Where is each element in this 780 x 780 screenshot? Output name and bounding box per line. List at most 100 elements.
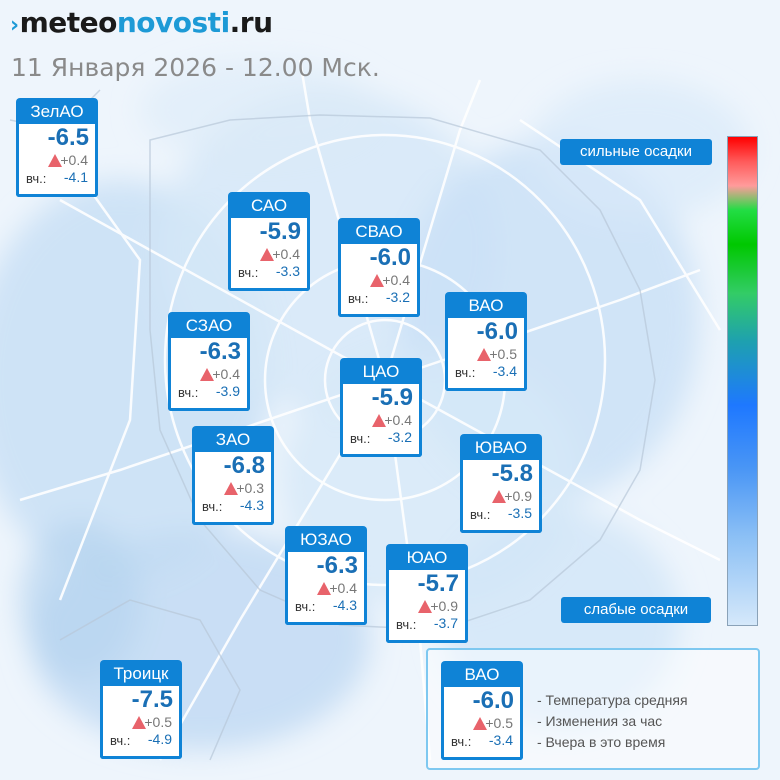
yesterday-temperature: -3.4 (492, 363, 517, 379)
rise-triangle-icon (370, 274, 384, 287)
district-card-yuao: ЮАО -5.7 +0.9 вч.: -3.7 (386, 544, 468, 643)
hourly-change: +0.3 (236, 480, 264, 496)
district-card-sao: САО -5.9 +0.4 вч.: -3.3 (228, 192, 310, 291)
yesterday-temperature: -3.4 (488, 732, 513, 748)
scale-label-light: слабые осадки (561, 597, 711, 623)
scale-label-heavy: сильные осадки (560, 139, 712, 165)
page-subtitle-datetime: 11 Января 2026 - 12.00 Мск. (11, 53, 380, 82)
yesterday-temperature: -4.9 (147, 731, 172, 747)
yesterday-label: вч.: (348, 291, 369, 306)
district-name: ЮВАО (460, 434, 542, 462)
hourly-change: +0.4 (384, 412, 412, 428)
rise-triangle-icon (473, 717, 487, 730)
average-temperature: -6.3 (316, 552, 358, 579)
district-card-troitsk: Троицк -7.5 +0.5 вч.: -4.9 (100, 660, 182, 759)
average-temperature: -6.0 (369, 244, 411, 271)
yesterday-temperature: -3.5 (507, 505, 532, 521)
rise-triangle-icon (200, 368, 214, 381)
district-card-body: -6.5 +0.4 вч.: -4.1 (16, 124, 98, 197)
district-name: ЗелАО (16, 98, 98, 126)
yesterday-label: вч.: (238, 265, 259, 280)
yesterday-temperature: -3.2 (387, 429, 412, 445)
average-temperature: -5.8 (491, 460, 533, 487)
hourly-change: +0.4 (329, 580, 357, 596)
district-card-szao: СЗАО -6.3 +0.4 вч.: -3.9 (168, 312, 250, 411)
yesterday-label: вч.: (110, 733, 131, 748)
yesterday-label: вч.: (455, 365, 476, 380)
average-temperature: -6.0 (476, 318, 518, 345)
hourly-change: +0.4 (60, 152, 88, 168)
rise-triangle-icon (260, 248, 274, 261)
yesterday-label: вч.: (470, 507, 491, 522)
district-card-body: -6.0 +0.5 вч.: -3.4 (445, 318, 527, 391)
average-temperature: -6.0 (472, 687, 514, 714)
legend-sample-card: ВАО -6.0 +0.5 вч.: -3.4 (441, 661, 523, 760)
logo-chevron-icon: › (10, 13, 19, 38)
district-card-zelao: ЗелАО -6.5 +0.4 вч.: -4.1 (16, 98, 98, 197)
yesterday-temperature: -3.3 (275, 263, 300, 279)
yesterday-label: вч.: (396, 617, 417, 632)
district-name: ЮАО (386, 544, 468, 572)
site-logo[interactable]: ›meteonovosti.ru (10, 6, 273, 39)
district-card-body: -6.3 +0.4 вч.: -3.9 (168, 338, 250, 411)
hourly-change: +0.4 (212, 366, 240, 382)
yesterday-temperature: -3.7 (433, 615, 458, 631)
district-name: ВАО (441, 661, 523, 689)
district-name: САО (228, 192, 310, 220)
average-temperature: -6.5 (47, 124, 89, 151)
hourly-change: +0.4 (382, 272, 410, 288)
district-name: Троицк (100, 660, 182, 688)
rise-triangle-icon (372, 414, 386, 427)
district-card-body: -5.9 +0.4 вч.: -3.3 (228, 218, 310, 291)
yesterday-temperature: -4.1 (63, 169, 88, 185)
district-card-vao: ВАО -6.0 +0.5 вч.: -3.4 (445, 292, 527, 391)
average-temperature: -6.3 (199, 338, 241, 365)
district-card-yuzao: ЮЗАО -6.3 +0.4 вч.: -4.3 (285, 526, 367, 625)
legend-line-yesterday: - Вчера в это время (537, 734, 666, 750)
district-card-body: -5.8 +0.9 вч.: -3.5 (460, 460, 542, 533)
average-temperature: -6.8 (223, 452, 265, 479)
district-card-body: -5.9 +0.4 вч.: -3.2 (340, 384, 422, 457)
rise-triangle-icon (418, 600, 432, 613)
precipitation-color-scale (727, 136, 758, 626)
average-temperature: -5.9 (371, 384, 413, 411)
rise-triangle-icon (224, 482, 238, 495)
hourly-change: +0.9 (430, 598, 458, 614)
average-temperature: -5.9 (259, 218, 301, 245)
district-name: ЮЗАО (285, 526, 367, 554)
yesterday-label: вч.: (26, 171, 47, 186)
yesterday-label: вч.: (451, 734, 472, 749)
district-card-body: -6.8 +0.3 вч.: -4.3 (192, 452, 274, 525)
yesterday-temperature: -3.9 (215, 383, 240, 399)
legend-line-temperature: - Температура средняя (537, 692, 688, 708)
legend-line-change: - Изменения за час (537, 713, 663, 729)
logo-meteo: meteo (19, 6, 118, 39)
district-card-body: -6.0 +0.4 вч.: -3.2 (338, 244, 420, 317)
district-card-tsao: ЦАО -5.9 +0.4 вч.: -3.2 (340, 358, 422, 457)
hourly-change: +0.5 (485, 715, 513, 731)
yesterday-temperature: -4.3 (239, 497, 264, 513)
logo-novosti: novosti (116, 6, 230, 39)
legend-box: ВАО -6.0 +0.5 вч.: -3.4 - Температура ср… (426, 648, 760, 770)
rise-triangle-icon (48, 154, 62, 167)
district-name: ЗАО (192, 426, 274, 454)
yesterday-label: вч.: (295, 599, 316, 614)
yesterday-temperature: -3.2 (385, 289, 410, 305)
hourly-change: +0.5 (144, 714, 172, 730)
yesterday-temperature: -4.3 (332, 597, 357, 613)
district-card-zao: ЗАО -6.8 +0.3 вч.: -4.3 (192, 426, 274, 525)
hourly-change: +0.4 (272, 246, 300, 262)
district-card-body: -5.7 +0.9 вч.: -3.7 (386, 570, 468, 643)
average-temperature: -7.5 (131, 686, 173, 713)
district-card-body: -7.5 +0.5 вч.: -4.9 (100, 686, 182, 759)
district-card-body: -6.0 +0.5 вч.: -3.4 (441, 687, 523, 760)
district-name: СЗАО (168, 312, 250, 340)
hourly-change: +0.9 (504, 488, 532, 504)
district-name: ЦАО (340, 358, 422, 386)
district-name: ВАО (445, 292, 527, 320)
rise-triangle-icon (492, 490, 506, 503)
average-temperature: -5.7 (417, 570, 459, 597)
district-card-body: -6.3 +0.4 вч.: -4.3 (285, 552, 367, 625)
rise-triangle-icon (132, 716, 146, 729)
yesterday-label: вч.: (202, 499, 223, 514)
